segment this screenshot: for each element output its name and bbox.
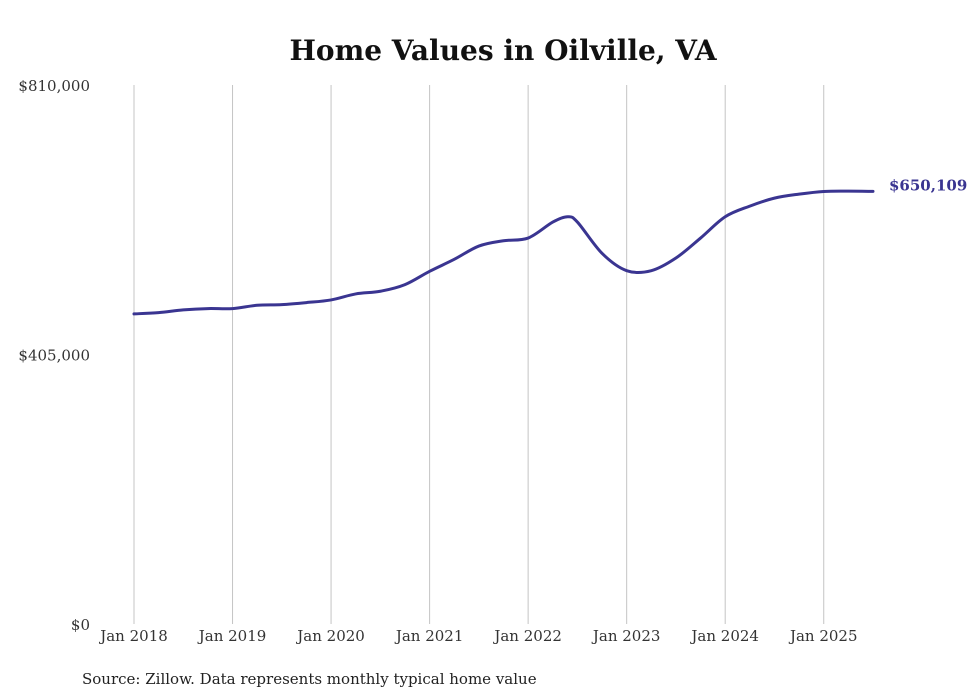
y-tick-label: $0 (71, 616, 90, 634)
x-tick-label: Jan 2022 (492, 627, 562, 645)
source-note: Source: Zillow. Data represents monthly … (82, 670, 537, 688)
x-tick-label: Jan 2019 (197, 627, 267, 645)
gridlines (133, 85, 825, 624)
x-tick-label: Jan 2025 (788, 627, 858, 645)
series-end-label: $650,109 (889, 176, 967, 194)
series-layer: $650,109 (132, 176, 967, 316)
y-tick-label: $405,000 (18, 347, 90, 365)
x-tick-label: Jan 2018 (98, 627, 168, 645)
x-tick-label: Jan 2021 (394, 627, 464, 645)
x-axis-ticks: Jan 2018 Jan 2019 Jan 2020 Jan 2021 Jan 2022… (98, 627, 857, 645)
y-tick-label: $810,000 (18, 77, 90, 95)
x-tick-label: Jan 2020 (295, 627, 365, 645)
x-tick-label: Jan 2023 (591, 627, 661, 645)
y-axis-ticks: $0 $405,000 $810,000 (18, 77, 90, 634)
series-line (132, 189, 875, 316)
chart-title: Home Values in Oilville, VA (289, 34, 717, 67)
x-tick-label: Jan 2024 (689, 627, 759, 645)
